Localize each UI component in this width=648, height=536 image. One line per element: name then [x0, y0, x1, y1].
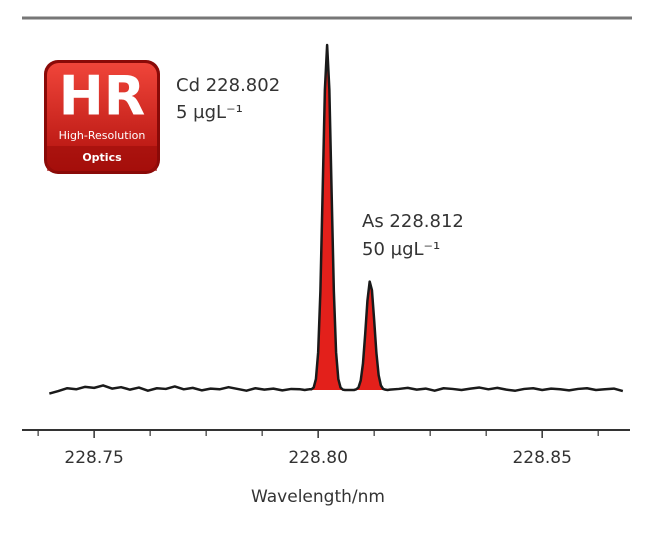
- annotation: As 228.812: [362, 211, 464, 232]
- badge-band: [47, 146, 157, 171]
- x-tick-label: 228.85: [512, 448, 571, 468]
- badge-label: Optics: [82, 151, 122, 164]
- x-tick-label: 228.80: [288, 448, 347, 468]
- peak-fill: [302, 45, 388, 390]
- x-axis-label: Wavelength/nm: [251, 487, 385, 507]
- spectrum-line: [48, 43, 624, 395]
- badge: HR High-Resolution Optics: [44, 60, 160, 174]
- badge-title: HR: [59, 65, 146, 128]
- x-tick-label: 228.75: [64, 448, 123, 468]
- annotation: 5 µgL⁻¹: [176, 102, 243, 123]
- annotation: 50 µgL⁻¹: [362, 239, 440, 260]
- badge-body: [47, 63, 157, 171]
- annotation: Cd 228.802: [176, 75, 280, 96]
- badge-subtitle: High-Resolution: [59, 129, 146, 142]
